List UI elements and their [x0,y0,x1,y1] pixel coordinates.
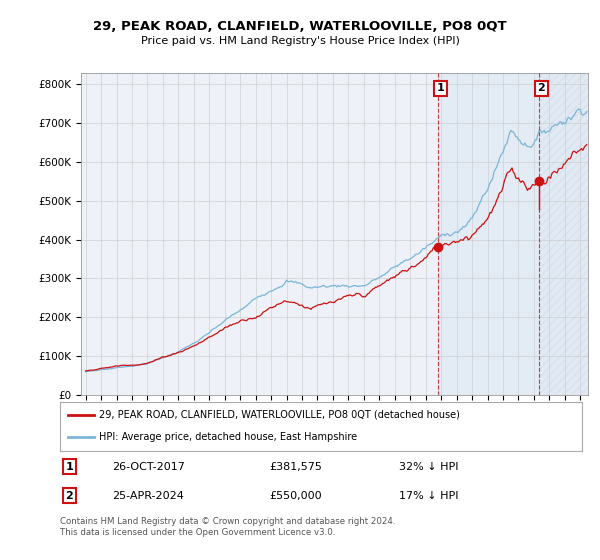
Text: 2: 2 [537,83,545,94]
Text: £381,575: £381,575 [269,461,322,472]
Text: HPI: Average price, detached house, East Hampshire: HPI: Average price, detached house, East… [99,432,357,442]
Bar [539,73,588,395]
Text: 1: 1 [437,83,445,94]
Bar [439,73,539,395]
Text: 29, PEAK ROAD, CLANFIELD, WATERLOOVILLE, PO8 0QT (detached house): 29, PEAK ROAD, CLANFIELD, WATERLOOVILLE,… [99,410,460,420]
Text: Price paid vs. HM Land Registry's House Price Index (HPI): Price paid vs. HM Land Registry's House … [140,36,460,46]
Text: 32% ↓ HPI: 32% ↓ HPI [400,461,459,472]
Text: 26-OCT-2017: 26-OCT-2017 [112,461,185,472]
Text: 29, PEAK ROAD, CLANFIELD, WATERLOOVILLE, PO8 0QT: 29, PEAK ROAD, CLANFIELD, WATERLOOVILLE,… [93,20,507,32]
Text: £550,000: £550,000 [269,491,322,501]
Text: 17% ↓ HPI: 17% ↓ HPI [400,491,459,501]
Text: 1: 1 [65,461,73,472]
Text: 25-APR-2024: 25-APR-2024 [112,491,184,501]
Text: Contains HM Land Registry data © Crown copyright and database right 2024.
This d: Contains HM Land Registry data © Crown c… [60,517,395,537]
Text: 2: 2 [65,491,73,501]
